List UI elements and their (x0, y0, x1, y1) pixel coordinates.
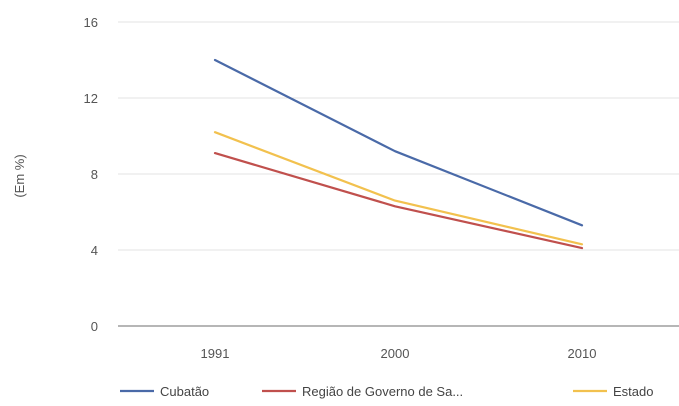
series-line-0 (213, 58, 584, 227)
gridlines (118, 21, 679, 327)
legend: Cubatão Região de Governo de Sa... Estado (120, 384, 653, 399)
series-line-1 (213, 152, 584, 250)
x-tick-label: 2000 (381, 346, 410, 361)
legend-label: Estado (613, 384, 653, 399)
y-axis: 0 4 8 12 16 (84, 15, 98, 334)
y-tick-label: 8 (91, 167, 98, 182)
legend-label: Cubatão (160, 384, 209, 399)
x-axis: 1991 2000 2010 (201, 346, 597, 361)
y-axis-label: (Em %) (12, 154, 27, 197)
series-line-2 (213, 131, 584, 246)
y-tick-label: 4 (91, 243, 98, 258)
x-tick-label: 2010 (568, 346, 597, 361)
y-tick-label: 12 (84, 91, 98, 106)
y-tick-label: 16 (84, 15, 98, 30)
legend-label: Região de Governo de Sa... (302, 384, 463, 399)
y-tick-label: 0 (91, 319, 98, 334)
series-lines (213, 58, 584, 250)
x-tick-label: 1991 (201, 346, 230, 361)
